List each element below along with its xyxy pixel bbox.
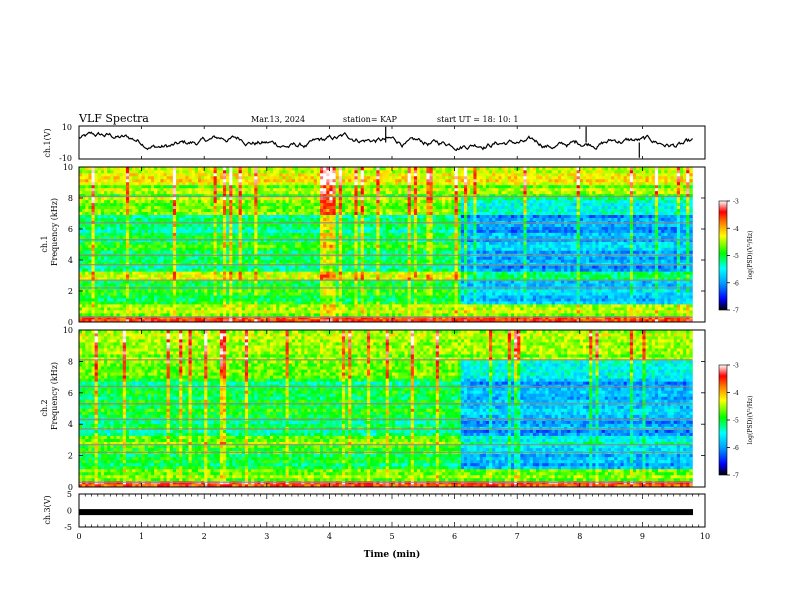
colorbar-tick-label: -7	[733, 473, 739, 480]
colorbar-tick-label: -5	[733, 418, 739, 425]
x-axis-tick-label: 3	[264, 532, 269, 541]
x-axis-tick-label: 9	[640, 532, 645, 541]
spectrogram-ytick-label: 4	[68, 420, 73, 429]
ch2-colorbar-label: log(PSD)(V²/Hz)	[747, 396, 754, 445]
x-axis-tick-label: 7	[515, 532, 520, 541]
ch1-spectrogram-panel: 0 2 4 6 8 10 ch.1 Frequency (kHz)	[40, 163, 706, 327]
spectrogram-ytick-label: 6	[68, 389, 73, 398]
spectrogram-ytick-label: 0	[68, 318, 73, 327]
ch1-waveform-panel: 10 -10 ch.1(V)	[43, 123, 706, 163]
ch2-spectrogram-axes: 0 2 4 6 8 10	[63, 326, 706, 492]
ch2-colorbar-gradient	[718, 364, 728, 476]
ch1-spectrogram-ylabel-channel: ch.1	[40, 235, 49, 252]
colorbar-tick-label: -3	[733, 199, 739, 206]
ch1-waveform-frame	[78, 125, 706, 160]
spectrogram-ytick-label: 10	[63, 326, 73, 335]
ch1-waveform-ylabel: ch.1(V)	[43, 128, 52, 157]
x-axis-tick-label: 6	[452, 532, 457, 541]
date-label: Mar.13, 2024	[251, 115, 305, 124]
ch3-waveform-panel: 5 0 -5 0 1 2 3 4 5 6 7 8 9 10 ch.3(V) Time (min)	[43, 490, 710, 560]
x-axis-tick-label: 8	[577, 532, 582, 541]
spectrogram-ytick-label: 2	[68, 452, 73, 461]
colorbar-tick-label: -6	[733, 280, 739, 287]
spectrogram-ytick-label: 10	[63, 163, 73, 172]
colorbar-tick-label: -7	[733, 308, 739, 315]
ch3-waveform-ylabel: ch.3(V)	[43, 495, 52, 524]
x-axis-tick-label: 5	[389, 532, 394, 541]
spectrogram-ytick-label: 8	[68, 357, 73, 366]
ch2-spectrogram-ylabel-channel: ch.2	[40, 399, 49, 416]
ch1-waveform-ytick-bottom: -10	[59, 154, 72, 163]
colorbar-tick-label: -4	[733, 390, 739, 397]
colorbar-tick-label: -4	[733, 226, 739, 233]
ch1-spectrogram-heatmap	[79, 167, 693, 322]
ch1-waveform-line	[79, 126, 693, 158]
x-axis-tick-label: 4	[327, 532, 332, 541]
x-axis-tick-label: 1	[139, 532, 144, 541]
spectrogram-ytick-label: 8	[68, 194, 73, 203]
ch1-colorbar-ticks: -3 -4 -5 -6 -7	[727, 199, 739, 315]
spectrogram-ytick-label: 2	[68, 287, 73, 296]
x-axis-tick-label: 0	[76, 532, 81, 541]
x-axis-tick-label: 2	[202, 532, 207, 541]
ch3-waveform-ytick-label: 5	[67, 490, 72, 499]
ch2-colorbar: -3 -4 -5 -6 -7 log(PSD)(V²/Hz)	[718, 363, 754, 480]
ch1-colorbar-label: log(PSD)(V²/Hz)	[747, 231, 754, 280]
spectrogram-ytick-label: 4	[68, 256, 73, 265]
spectrogram-ytick-label: 6	[68, 225, 73, 234]
colorbar-tick-label: -5	[733, 253, 739, 260]
station-label: station= KAP	[343, 115, 398, 124]
ch1-waveform-ytick-top: 10	[62, 123, 72, 132]
x-axis-label: Time (min)	[364, 549, 421, 560]
ch1-spectrogram-axes: 0 2 4 6 8 10	[63, 163, 706, 327]
figure-title: VLF Spectra	[78, 112, 149, 125]
colorbar-tick-label: -3	[733, 363, 739, 370]
ch2-colorbar-ticks: -3 -4 -5 -6 -7	[727, 363, 739, 480]
ch1-waveform-x-ticks	[78, 126, 706, 159]
spectrogram-ytick-label: 0	[68, 483, 73, 492]
ch2-spectrogram-panel: 0 2 4 6 8 10 ch.2 Frequency (kHz)	[40, 326, 706, 492]
ch1-spectrogram-ylabel-frequency: Frequency (kHz)	[50, 198, 59, 266]
ch3-waveform-ytick-label: 0	[67, 507, 72, 516]
ch1-colorbar: -3 -4 -5 -6 -7 log(PSD)(V²/Hz)	[718, 199, 754, 315]
ch1-colorbar-gradient	[718, 200, 728, 311]
colorbar-tick-label: -6	[733, 445, 739, 452]
ch3-waveform-line	[79, 509, 693, 516]
ch2-spectrogram-heatmap	[79, 330, 693, 487]
start-time-label: start UT = 18: 10: 1	[437, 115, 518, 124]
x-axis-tick-label: 10	[700, 532, 710, 541]
ch3-waveform-ticks: 5 0 -5 0 1 2 3 4 5 6 7 8 9 10	[64, 490, 710, 541]
ch3-waveform-ytick-label: -5	[64, 523, 72, 532]
ch2-spectrogram-ylabel-frequency: Frequency (kHz)	[50, 362, 59, 430]
